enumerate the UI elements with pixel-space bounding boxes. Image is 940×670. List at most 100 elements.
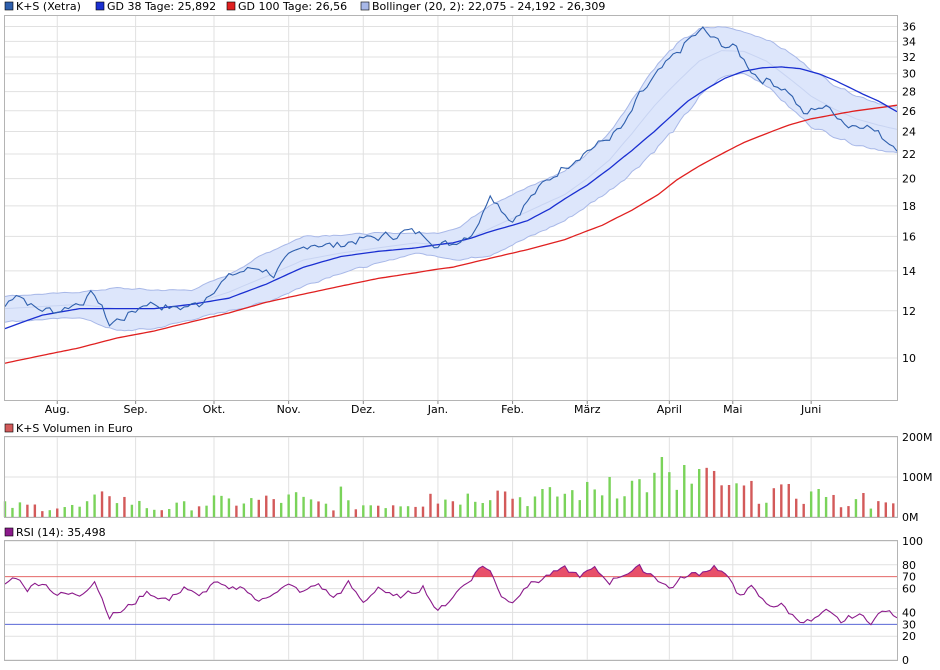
rsi-tick-label: 40	[902, 606, 916, 619]
volume-bars	[3, 457, 895, 517]
volume-bar	[503, 491, 507, 517]
volume-bar	[668, 472, 671, 517]
volume-tick-label: 0M	[902, 511, 919, 524]
volume-bar	[138, 500, 141, 517]
volume-bar	[593, 489, 596, 517]
rsi-overbought-fills	[471, 564, 730, 577]
volume-bar	[160, 510, 163, 517]
bollinger-lower-line	[4, 73, 898, 332]
volume-bar	[854, 499, 858, 517]
volume-bar	[18, 502, 22, 517]
legend-rsi: RSI (14): 35,498	[16, 526, 106, 539]
volume-bar	[563, 493, 567, 517]
volume-bar	[750, 480, 753, 517]
volume-bar	[78, 506, 81, 517]
volume-bar	[279, 502, 283, 517]
price-tick-label: 32	[902, 51, 916, 64]
volume-bar	[33, 504, 37, 517]
sma100-line	[4, 104, 898, 364]
volume-bar	[48, 510, 51, 517]
volume-bar	[26, 504, 29, 517]
price-tick-label: 30	[902, 68, 916, 81]
month-label: Feb.	[501, 403, 524, 416]
volume-bar	[265, 495, 268, 517]
volume-bar	[347, 500, 350, 517]
volume-bar	[451, 501, 455, 517]
volume-bar	[444, 499, 447, 517]
volume-bar	[339, 486, 343, 517]
volume-bar	[824, 496, 828, 517]
volume-bar	[436, 503, 440, 517]
volume-bar	[690, 483, 693, 517]
rsi-y-axis: 0 20 40 60 80 100	[902, 535, 923, 667]
volume-bar	[123, 496, 126, 517]
volume-bar	[884, 502, 888, 517]
volume-bar	[302, 496, 305, 517]
volume-frame	[4, 436, 898, 518]
volume-bar	[354, 509, 358, 517]
bollinger-upper-line	[4, 26, 898, 297]
month-label: Dez.	[351, 403, 376, 416]
volume-bar	[182, 501, 186, 517]
volume-bar	[145, 508, 149, 517]
volume-bar	[623, 496, 626, 517]
volume-bar	[727, 485, 731, 517]
rsi-tick-label: 0	[902, 654, 909, 667]
volume-bar	[518, 497, 522, 517]
volume-bar	[377, 505, 380, 517]
volume-bar	[466, 493, 469, 517]
rsi-line	[4, 563, 898, 626]
volume-bar	[332, 510, 335, 517]
rsi-tick-label: 80	[902, 559, 916, 572]
volume-bar	[197, 506, 201, 517]
volume-bar	[190, 510, 193, 517]
volume-bar	[892, 503, 895, 517]
volume-bar	[227, 498, 231, 517]
volume-bar	[41, 511, 44, 517]
volume-bar	[645, 492, 649, 517]
legend-swatch-price	[4, 1, 14, 11]
volume-bar	[496, 490, 499, 517]
legend-swatch-bollinger	[360, 1, 370, 11]
volume-bar	[787, 483, 790, 517]
volume-bar	[795, 498, 798, 517]
volume-bar	[705, 467, 708, 517]
volume-bar	[362, 505, 365, 517]
legend-swatch-sma38	[95, 1, 105, 11]
volume-bar	[242, 503, 246, 517]
volume-bar	[556, 496, 559, 517]
price-tick-label: 12	[902, 305, 916, 318]
volume-bar	[533, 496, 537, 517]
sma38-line	[4, 66, 898, 330]
volume-bar	[474, 501, 477, 517]
rsi-overbought-area	[579, 566, 606, 577]
volume-bar	[578, 500, 581, 517]
volume-bar	[780, 484, 783, 517]
rsi-panel: RSI (14): 35,498 0 20 40 60 80 100 70 30	[4, 526, 923, 667]
legend-swatch-sma100	[226, 1, 236, 11]
volume-bar	[877, 501, 880, 517]
volume-bar	[600, 495, 604, 517]
volume-bar	[115, 503, 119, 517]
volume-bar	[220, 495, 223, 517]
volume-bar	[809, 491, 813, 517]
price-frame	[4, 15, 898, 401]
rsi-overbought-area	[542, 565, 580, 577]
volume-bar	[571, 490, 574, 517]
volume-bar	[421, 506, 425, 517]
volume-bar	[250, 498, 253, 517]
volume-bar	[683, 465, 686, 517]
volume-bar	[488, 500, 492, 517]
price-grid	[5, 16, 897, 400]
month-label: Juni	[800, 403, 821, 416]
month-label: März	[574, 403, 601, 416]
legend-volume: K+S Volumen in Euro	[16, 422, 133, 435]
volume-bar	[608, 477, 611, 517]
volume-bar	[653, 472, 656, 517]
legend-price: K+S (Xetra)	[16, 0, 81, 13]
volume-bar	[660, 457, 664, 517]
volume-bar	[847, 506, 850, 517]
volume-bar	[459, 504, 462, 517]
